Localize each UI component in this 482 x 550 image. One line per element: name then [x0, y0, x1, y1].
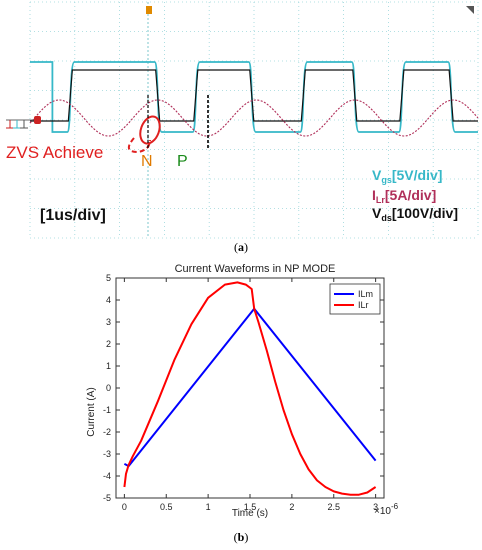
y-tick-label: 2: [106, 339, 111, 349]
y-tick-label: -1: [103, 405, 111, 415]
y-tick-label: 4: [106, 295, 111, 305]
y-tick-label: -3: [103, 449, 111, 459]
current-waveform-chart: Current Waveforms in NP MODE 0 0.5 1 1.5 2 2.…: [86, 263, 399, 519]
y-tick-label: -5: [103, 493, 111, 503]
oscilloscope-plot: ZVS Achieve N P [1us/div] Vgs[5V/div] ILr…: [6, 1, 479, 239]
x-axis-label: Time (s): [232, 508, 268, 519]
y-tick-label: 1: [106, 361, 111, 371]
zvs-annotation: ZVS Achieve N P: [6, 95, 209, 170]
n-label: N: [141, 153, 153, 170]
scope-legend: Vgs[5V/div] ILr[5A/div]Vds[100V/div]: [372, 167, 458, 223]
x-tick-label: 2: [289, 502, 294, 512]
x-tick-label: 2.5: [327, 502, 340, 512]
y-tick-label: 5: [106, 273, 111, 283]
series-line-ilm: [123, 307, 377, 468]
x-tick-label: 0: [122, 502, 127, 512]
series-lines: [123, 281, 377, 496]
chart-title: Current Waveforms in NP MODE: [175, 263, 336, 275]
scope-legend-entry: ILr[5A/div]: [372, 187, 436, 205]
legend-box: [329, 283, 381, 315]
y-tick-label: -2: [103, 427, 111, 437]
vds-trace: [30, 69, 478, 122]
timebase-label: [1us/div]: [40, 207, 106, 224]
y-tick-label: 3: [106, 317, 111, 327]
legend-label: ILm: [358, 289, 373, 299]
y-axis-label: Current (A): [86, 387, 97, 436]
x-multiplier: ×10-6: [374, 502, 399, 517]
caption-a: (a): [234, 240, 248, 254]
axis-ticks: 0 0.5 1 1.5 2 2.5 3 -5 -4 -3 -2 -1 0 1 2 3 4 5: [103, 273, 384, 512]
series-line-ilr: [123, 281, 377, 496]
simulation-panel: Current Waveforms in NP MODE 0 0.5 1 1.5 2 2.…: [0, 262, 482, 550]
ilr-trace: [29, 99, 479, 137]
ground-markers-icon: [6, 116, 41, 129]
x-tick-label: 1: [206, 502, 211, 512]
scope-traces: [29, 61, 479, 137]
y-tick-label: 0: [106, 383, 111, 393]
scope-legend-entry: Vds[100V/div]: [372, 205, 458, 223]
x-tick-label: 3: [373, 502, 378, 512]
legend-label: ILr: [358, 300, 369, 310]
y-tick-label: -4: [103, 471, 111, 481]
trigger-marker-icon: [146, 6, 152, 14]
zvs-label: ZVS Achieve: [6, 143, 103, 162]
oscilloscope-panel: ZVS Achieve N P [1us/div] Vgs[5V/div] ILr…: [0, 0, 482, 258]
x-tick-label: 0.5: [160, 502, 173, 512]
scope-legend-entry: Vgs[5V/div]: [372, 167, 442, 185]
p-label: P: [177, 153, 188, 170]
caption-b: (b): [233, 530, 249, 544]
corner-marker-icon: [466, 6, 474, 14]
x-tick-label: 1.5: [244, 502, 257, 512]
